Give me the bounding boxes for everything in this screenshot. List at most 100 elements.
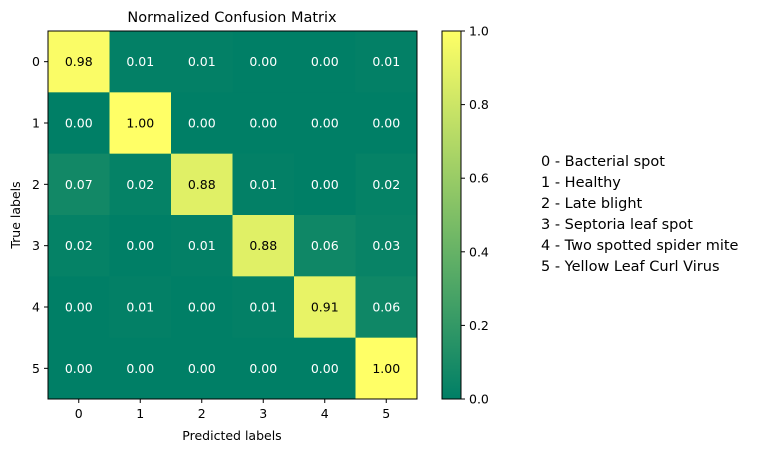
heatmap-cell-4-3 <box>232 276 295 339</box>
heatmap-cell-5-0 <box>48 337 110 400</box>
cell-value-label-0-3: 0.00 <box>249 54 277 69</box>
heatmap-cell-3-1 <box>109 215 172 277</box>
cell-value-label-5-5: 1.00 <box>372 361 400 376</box>
heatmap-cell-3-5 <box>355 215 418 277</box>
legend-item-0: 0 - Bacterial spot <box>541 154 665 170</box>
y-tick-label-5: 5 <box>32 361 40 376</box>
heatmap-cell-5-3 <box>232 337 295 400</box>
cell-value-label-1-0: 0.00 <box>65 116 93 131</box>
heatmap-cell-3-2 <box>171 215 233 277</box>
cell-value-label-2-2: 0.88 <box>188 177 216 192</box>
heatmap-cell-2-2 <box>171 153 233 216</box>
cell-value-label-4-5: 0.06 <box>372 300 400 315</box>
cell-value-label-5-1: 0.00 <box>126 361 154 376</box>
heatmap-cell-0-3 <box>232 31 295 93</box>
cell-value-label-5-0: 0.00 <box>65 361 93 376</box>
heatmap-cell-3-3 <box>232 215 295 277</box>
heatmap-cell-0-5 <box>355 31 418 93</box>
heatmap-cell-0-0 <box>48 31 110 93</box>
cell-value-label-4-2: 0.00 <box>188 300 216 315</box>
cell-value-label-4-4: 0.91 <box>311 300 339 315</box>
cell-value-labels: 0.98 0.01 0.01 0.00 0.00 0.01 0.00 1.00 0.00 0.00… <box>65 54 400 376</box>
x-tick-label-5: 5 <box>382 406 390 421</box>
class-legend: 0 - Bacterial spot 1 - Healthy 2 - Late … <box>541 152 759 278</box>
x-tick-label-4: 4 <box>321 406 329 421</box>
colorbar <box>441 30 462 400</box>
legend-item-4: 4 - Two spotted spider mite <box>541 238 739 254</box>
heatmap-cell-0-4 <box>294 31 356 93</box>
heatmap-cell-2-3 <box>232 153 295 216</box>
heatmap-cell-2-4 <box>294 153 356 216</box>
heatmap-cell-5-1 <box>109 337 172 400</box>
y-tick-label-2: 2 <box>32 177 40 192</box>
colorbar-tick-label-4: 0.8 <box>469 97 489 112</box>
cell-value-label-4-0: 0.00 <box>65 300 93 315</box>
cell-value-label-2-4: 0.00 <box>311 177 339 192</box>
y-axis-label: True labels <box>8 181 23 249</box>
colorbar-tick-label-0: 0.0 <box>469 392 489 407</box>
heatmap-cell-1-3 <box>232 92 295 155</box>
legend-item-3: 3 - Septoria leaf spot <box>541 217 693 233</box>
heatmap-cell-1-5 <box>355 92 418 155</box>
cell-value-label-2-1: 0.02 <box>126 177 154 192</box>
cell-value-label-0-4: 0.00 <box>311 54 339 69</box>
cell-value-label-5-2: 0.00 <box>188 361 216 376</box>
cell-value-label-2-5: 0.02 <box>372 177 400 192</box>
cell-value-label-1-3: 0.00 <box>249 116 277 131</box>
x-axis-ticks: 0 1 2 3 4 5 <box>75 399 390 421</box>
cell-value-label-3-1: 0.00 <box>126 238 154 253</box>
y-axis-ticks: 0 1 2 3 4 5 <box>32 54 48 376</box>
y-tick-label-4: 4 <box>32 300 40 315</box>
cell-value-label-1-5: 0.00 <box>372 116 400 131</box>
chart-title: Normalized Confusion Matrix <box>127 10 337 26</box>
cell-value-label-1-1: 1.00 <box>126 116 154 131</box>
cell-value-label-0-2: 0.01 <box>188 54 216 69</box>
legend-item-2: 2 - Late blight <box>541 196 643 212</box>
heatmap-cells <box>48 31 418 400</box>
colorbar-ticks: 0.0 0.2 0.4 0.6 0.8 1.0 <box>461 24 489 407</box>
legend-item-5: 5 - Yellow Leaf Curl Virus <box>541 259 720 275</box>
cell-value-label-1-4: 0.00 <box>311 116 339 131</box>
heatmap-cell-1-0 <box>48 92 110 155</box>
heatmap-cell-2-0 <box>48 153 110 216</box>
legend-item-1: 1 - Healthy <box>541 175 621 191</box>
heatmap-cell-2-1 <box>109 153 172 216</box>
cell-value-label-2-0: 0.07 <box>65 177 93 192</box>
cell-value-label-4-3: 0.01 <box>249 300 277 315</box>
y-tick-label-1: 1 <box>32 116 40 131</box>
colorbar-tick-label-2: 0.4 <box>469 244 489 259</box>
colorbar-tick-label-1: 0.2 <box>469 318 489 333</box>
cell-value-label-0-0: 0.98 <box>65 54 93 69</box>
cell-value-label-5-4: 0.00 <box>311 361 339 376</box>
heatmap-cell-3-4 <box>294 215 356 277</box>
heatmap-cell-0-2 <box>171 31 233 93</box>
x-tick-label-3: 3 <box>259 406 267 421</box>
cell-value-label-3-3: 0.88 <box>249 238 277 253</box>
x-axis-label: Predicted labels <box>182 428 281 443</box>
y-tick-label-3: 3 <box>32 238 40 253</box>
colorbar-tick-label-5: 1.0 <box>469 24 489 39</box>
x-tick-label-2: 2 <box>198 406 206 421</box>
heatmap-cell-3-0 <box>48 215 110 277</box>
cell-value-label-3-4: 0.06 <box>311 238 339 253</box>
heatmap-cell-4-4 <box>294 276 356 339</box>
colorbar-tick-label-3: 0.6 <box>469 171 489 186</box>
heatmap-cell-1-2 <box>171 92 233 155</box>
heatmap-cell-1-4 <box>294 92 356 155</box>
x-tick-label-0: 0 <box>75 406 83 421</box>
heatmap-cell-2-5 <box>355 153 418 216</box>
heatmap-cell-5-2 <box>171 337 233 400</box>
cell-value-label-0-5: 0.01 <box>372 54 400 69</box>
heatmap-cell-4-5 <box>355 276 418 339</box>
plot-frame <box>47 30 418 400</box>
heatmap-cell-4-0 <box>48 276 110 339</box>
cell-value-label-3-2: 0.01 <box>188 238 216 253</box>
heatmap-cell-1-1 <box>109 92 172 155</box>
heatmap-cell-5-5 <box>355 337 418 400</box>
cell-value-label-2-3: 0.01 <box>249 177 277 192</box>
cell-value-label-5-3: 0.00 <box>249 361 277 376</box>
x-tick-label-1: 1 <box>136 406 144 421</box>
heatmap-cell-4-2 <box>171 276 233 339</box>
